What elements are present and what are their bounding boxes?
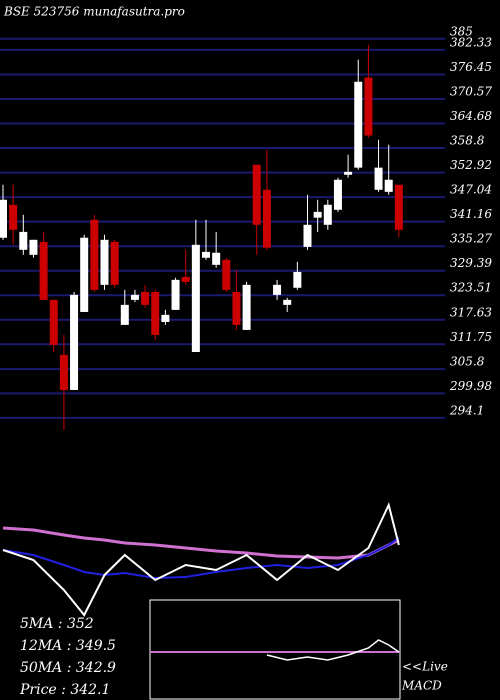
- candle-body: [90, 219, 99, 290]
- y-tick-label: 341.16: [450, 207, 492, 221]
- candle-body: [161, 314, 170, 322]
- candle-body: [151, 291, 160, 335]
- candle-body: [171, 279, 180, 310]
- candle-body: [49, 299, 58, 345]
- candle-body: [323, 204, 332, 225]
- y-tick-label: 317.63: [450, 305, 492, 319]
- candle-body: [313, 211, 322, 218]
- y-tick-label: 329.39: [450, 256, 492, 270]
- y-tick-label: 305.8: [450, 355, 485, 369]
- candle-body: [344, 171, 353, 175]
- candle-body: [242, 284, 251, 330]
- candle-body: [374, 167, 383, 190]
- stat: Price : 342.1: [19, 682, 110, 698]
- y-tick-label: 385: [450, 24, 473, 38]
- y-tick-label: 382.33: [450, 35, 492, 49]
- stat: 50MA : 342.9: [20, 660, 116, 676]
- candle-body: [39, 241, 48, 300]
- indicator-line: [2, 526, 400, 560]
- candle-body: [273, 284, 282, 295]
- y-tick-label: 299.98: [449, 379, 492, 393]
- y-tick-label: 370.57: [450, 84, 492, 98]
- stat: 12MA : 349.5: [20, 638, 116, 654]
- candle-body: [384, 179, 393, 192]
- y-tick-label: 364.68: [450, 109, 492, 123]
- macd-box: [149, 599, 401, 700]
- candle-body: [354, 81, 363, 168]
- macd-label: MACD: [401, 679, 442, 693]
- y-tick-label: 358.8: [450, 134, 485, 148]
- candle-body: [293, 271, 302, 288]
- indicator-line: [2, 502, 400, 617]
- candle-body: [9, 204, 18, 230]
- candle-body: [262, 189, 271, 248]
- candle-body: [181, 276, 190, 282]
- candle-body: [333, 179, 342, 210]
- chart-title: BSE 523756 munafasutra.pro: [3, 5, 185, 19]
- candle-body: [191, 244, 200, 353]
- candle-body: [19, 231, 28, 250]
- candle-body: [394, 184, 403, 230]
- candle-body: [252, 164, 261, 225]
- candle-body: [100, 239, 109, 285]
- y-tick-label: 311.75: [450, 330, 492, 344]
- candle-body: [303, 224, 312, 247]
- candle-body: [59, 354, 68, 390]
- y-tick-label: 323.51: [450, 281, 492, 295]
- candle-body: [120, 304, 129, 325]
- candle-body: [283, 299, 292, 305]
- candle-body: [80, 237, 89, 312]
- candle-body: [212, 252, 221, 265]
- y-tick-label: 335.27: [450, 232, 492, 246]
- candle-body: [29, 239, 38, 255]
- y-tick-label: 376.45: [450, 60, 492, 74]
- stat: 5MA : 352: [20, 616, 94, 632]
- y-tick-label: 347.04: [450, 183, 492, 197]
- y-tick-label: 294.1: [449, 403, 484, 417]
- candle-body: [110, 241, 119, 285]
- candle-body: [364, 77, 373, 136]
- macd-line: [266, 639, 400, 661]
- candle-body: [232, 291, 241, 325]
- candle-body: [222, 259, 231, 290]
- candle-body: [202, 251, 210, 258]
- live-label: <<Live: [402, 660, 448, 674]
- y-tick-label: 352.92: [450, 158, 492, 172]
- candle-body: [0, 199, 7, 238]
- candle-body: [130, 294, 139, 300]
- stats: 5MA : 352 12MA : 349.5 50MA : 342.9 Pric…: [19, 616, 116, 698]
- candle-body: [141, 291, 150, 305]
- candle-body: [70, 294, 79, 390]
